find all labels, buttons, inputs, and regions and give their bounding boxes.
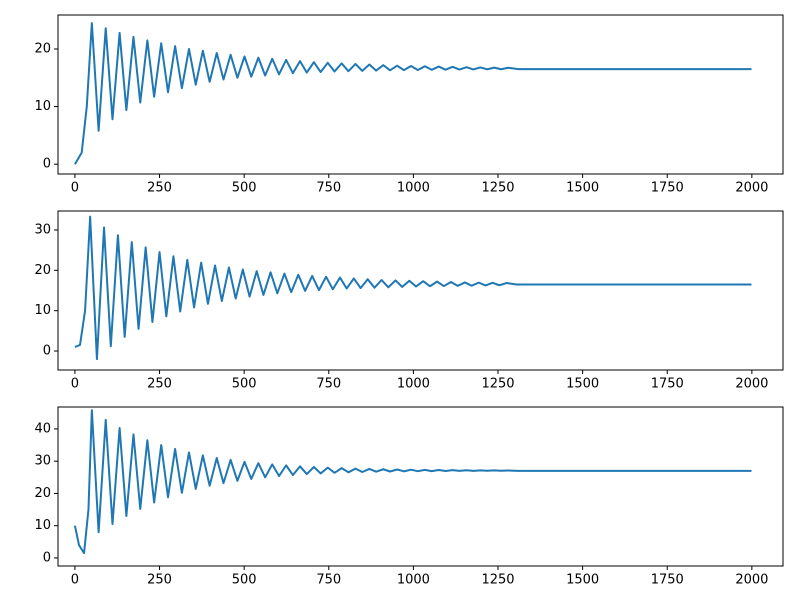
y-tick-label: 0 — [43, 550, 51, 565]
y-tick-label: 30 — [34, 454, 51, 469]
y-tick-label: 20 — [34, 41, 51, 56]
y-tick-label: 10 — [34, 303, 51, 318]
y-tick-label: 40 — [34, 421, 51, 436]
x-tick-label: 750 — [316, 181, 341, 196]
x-tick-label: 1750 — [651, 181, 684, 196]
x-tick-label: 1250 — [481, 377, 514, 392]
y-tick-label: 30 — [34, 222, 51, 237]
x-tick-label: 0 — [71, 377, 79, 392]
data-line — [74, 215, 752, 361]
axes-frame — [57, 210, 784, 371]
x-tick-label: 0 — [71, 573, 79, 588]
y-tick-label: 20 — [34, 263, 51, 278]
x-tick-label: 250 — [147, 181, 172, 196]
x-tick-label: 1250 — [481, 181, 514, 196]
x-tick-label: 750 — [316, 573, 341, 588]
x-tick-label: 1750 — [651, 377, 684, 392]
x-tick-label: 1500 — [566, 573, 599, 588]
x-tick-label: 500 — [232, 573, 257, 588]
x-tick-label: 2000 — [735, 573, 768, 588]
x-tick-label: 1750 — [651, 573, 684, 588]
data-line — [73, 409, 752, 555]
x-tick-label: 0 — [71, 181, 79, 196]
x-tick-label: 1500 — [566, 377, 599, 392]
y-tick-label: 0 — [43, 344, 51, 359]
x-tick-label: 250 — [147, 573, 172, 588]
y-tick-label: 0 — [43, 157, 51, 172]
axes-frame — [57, 14, 784, 175]
x-tick-label: 1250 — [481, 573, 514, 588]
y-tick-label: 20 — [34, 486, 51, 501]
x-tick-label: 2000 — [735, 377, 768, 392]
axes-frame — [57, 406, 784, 567]
x-tick-label: 1000 — [397, 573, 430, 588]
y-tick-label: 10 — [34, 99, 51, 114]
x-tick-label: 1000 — [397, 377, 430, 392]
x-tick-label: 500 — [232, 377, 257, 392]
x-tick-label: 500 — [232, 181, 257, 196]
x-tick-label: 1500 — [566, 181, 599, 196]
data-line — [74, 22, 752, 165]
x-tick-label: 1000 — [397, 181, 430, 196]
x-tick-label: 750 — [316, 377, 341, 392]
y-tick-label: 10 — [34, 518, 51, 533]
x-tick-label: 2000 — [735, 181, 768, 196]
x-tick-label: 250 — [147, 377, 172, 392]
